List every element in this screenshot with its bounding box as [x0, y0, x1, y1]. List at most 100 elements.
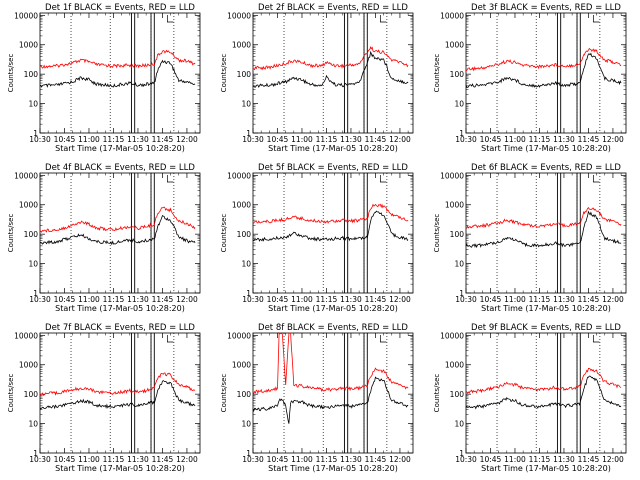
y-tick-label: 1000	[232, 361, 251, 370]
y-tick-label: 10	[454, 260, 464, 269]
x-tick-label: 10:30	[29, 455, 51, 464]
y-tick-label: 10000	[227, 11, 251, 20]
x-tick-label: 10:45	[267, 295, 289, 304]
plot-frame	[252, 12, 414, 134]
events-series-line	[39, 380, 196, 410]
y-tick-label: 100	[450, 390, 465, 399]
y-tick-label: 1000	[445, 361, 464, 370]
x-tick-label: 11:15	[316, 135, 338, 144]
panel-9: Det 9f BLACK = Events, RED = LLD 1 10 100 10…	[433, 323, 627, 473]
panel-7: Det 7f BLACK = Events, RED = LLD 1 10 100 10…	[7, 323, 201, 473]
x-tick-label: 10:30	[242, 135, 264, 144]
bracket-marker	[592, 335, 600, 343]
y-axis-label: Counts/sec	[7, 54, 15, 93]
y-tick-label: 10000	[14, 171, 38, 180]
x-axis-label: Start Time (17-Mar-05 10:28:20)	[268, 464, 398, 473]
x-tick-label: 11:15	[316, 295, 338, 304]
y-tick-label: 10	[454, 420, 464, 429]
lld-series-line	[465, 368, 622, 394]
y-tick-label: 100	[237, 390, 252, 399]
bracket-marker	[166, 15, 174, 23]
y-tick-label: 1000	[445, 201, 464, 210]
lld-series-line	[252, 331, 409, 395]
bracket-marker	[379, 335, 387, 343]
y-axis-label: Counts/sec	[220, 214, 228, 253]
x-tick-label: 11:15	[103, 295, 125, 304]
x-tick-label: 12:00	[389, 295, 411, 304]
panel-5: Det 5f BLACK = Events, RED = LLD 1 10 100 10…	[220, 163, 414, 313]
x-tick-label: 11:30	[127, 455, 149, 464]
plot-frame	[465, 172, 627, 294]
y-tick-label: 10000	[440, 171, 464, 180]
y-tick-label: 100	[450, 70, 465, 79]
panel-title: Det 2f BLACK = Events, RED = LLD	[258, 3, 408, 13]
x-tick-label: 11:00	[78, 295, 100, 304]
events-series-line	[39, 59, 196, 88]
y-tick-label: 10000	[14, 331, 38, 340]
lld-series-line	[39, 372, 196, 396]
panel-title: Det 5f BLACK = Events, RED = LLD	[258, 163, 408, 173]
lld-series-line	[252, 203, 409, 224]
y-tick-label: 1000	[232, 41, 251, 50]
y-tick-label: 10000	[440, 331, 464, 340]
plot-frame	[39, 172, 201, 294]
x-tick-label: 11:30	[553, 135, 575, 144]
x-tick-label: 11:45	[578, 295, 600, 304]
x-tick-label: 11:45	[152, 295, 174, 304]
y-tick-label: 10	[28, 260, 38, 269]
x-tick-label: 11:15	[103, 455, 125, 464]
y-tick-label: 1	[246, 449, 251, 458]
x-tick-label: 11:00	[291, 295, 313, 304]
y-tick-label: 10	[28, 420, 38, 429]
x-tick-label: 11:45	[365, 135, 387, 144]
x-tick-label: 12:00	[602, 135, 624, 144]
panel-title: Det 4f BLACK = Events, RED = LLD	[45, 163, 195, 173]
x-tick-label: 10:30	[455, 455, 477, 464]
y-tick-label: 100	[450, 230, 465, 239]
x-tick-label: 11:45	[578, 455, 600, 464]
x-tick-label: 10:45	[54, 455, 76, 464]
y-tick-label: 10	[241, 100, 251, 109]
x-tick-label: 12:00	[602, 455, 624, 464]
x-tick-label: 11:30	[127, 295, 149, 304]
lld-series-line	[252, 45, 409, 71]
panel-title: Det 6f BLACK = Events, RED = LLD	[471, 163, 621, 173]
x-tick-label: 11:15	[529, 135, 551, 144]
y-tick-label: 10000	[227, 171, 251, 180]
x-tick-label: 12:00	[176, 295, 198, 304]
y-axis-label: Counts/sec	[220, 374, 228, 413]
plot-frame	[39, 332, 201, 454]
x-tick-label: 11:45	[152, 455, 174, 464]
lld-series-line	[39, 49, 196, 69]
x-tick-label: 12:00	[389, 135, 411, 144]
y-tick-label: 10	[28, 100, 38, 109]
y-tick-label: 10	[454, 100, 464, 109]
x-axis-label: Start Time (17-Mar-05 10:28:20)	[481, 304, 611, 313]
y-tick-label: 10	[241, 420, 251, 429]
x-tick-label: 11:45	[365, 295, 387, 304]
panel-4: Det 4f BLACK = Events, RED = LLD 1 10 100 10…	[7, 163, 201, 313]
y-axis-label: Counts/sec	[433, 54, 441, 93]
x-tick-label: 11:45	[152, 135, 174, 144]
panel-title: Det 3f BLACK = Events, RED = LLD	[471, 3, 621, 13]
x-tick-label: 10:45	[54, 135, 76, 144]
x-axis-label: Start Time (17-Mar-05 10:28:20)	[268, 144, 398, 153]
x-tick-label: 10:30	[242, 295, 264, 304]
x-axis-label: Start Time (17-Mar-05 10:28:20)	[55, 304, 185, 313]
y-axis-label: Counts/sec	[433, 374, 441, 413]
plot-frame	[39, 12, 201, 134]
y-tick-label: 1	[33, 129, 38, 138]
x-tick-label: 10:30	[242, 455, 264, 464]
x-tick-label: 12:00	[389, 455, 411, 464]
x-axis-label: Start Time (17-Mar-05 10:28:20)	[481, 144, 611, 153]
bracket-marker	[166, 335, 174, 343]
y-tick-label: 100	[24, 230, 39, 239]
x-tick-label: 10:45	[267, 135, 289, 144]
x-tick-label: 11:15	[529, 295, 551, 304]
y-tick-label: 100	[237, 230, 252, 239]
y-tick-label: 1000	[19, 201, 38, 210]
x-tick-label: 11:30	[340, 135, 362, 144]
x-tick-label: 11:45	[578, 135, 600, 144]
x-tick-label: 12:00	[176, 135, 198, 144]
